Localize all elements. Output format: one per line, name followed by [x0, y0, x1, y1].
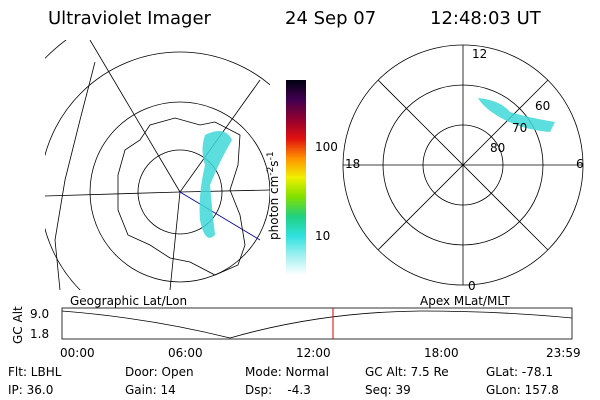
x-tick-label: 23:59 [546, 346, 581, 360]
timeline-box [61, 307, 573, 340]
label-part: -2 [266, 167, 276, 176]
info-field: Seq: 39 [365, 383, 411, 397]
info-field: Flt: LBHL [8, 365, 62, 379]
y-tick-label: 9.0 [30, 307, 49, 321]
label-part: s [267, 160, 281, 166]
y-tick-label: 1.8 [30, 327, 49, 341]
info-field: GLat: -78.1 [486, 365, 553, 379]
left-title: Geographic Lat/Lon [70, 294, 187, 308]
instrument: Ultraviolet Imager [48, 8, 212, 29]
colorbar-label: photon cm-2s-1 [266, 151, 281, 240]
mlt-label: 12 [472, 47, 487, 61]
geo-map [45, 40, 270, 290]
x-tick-label: 18:00 [424, 346, 459, 360]
label-part: photon cm [267, 176, 281, 240]
mlt-label: 0 [468, 279, 476, 293]
info-field: GC Alt: 7.5 Re [365, 365, 449, 379]
mlat-label: 80 [490, 141, 505, 155]
info-field: Gain: 14 [125, 383, 176, 397]
mlat-label: 60 [535, 99, 550, 113]
x-tick-label: 06:00 [168, 346, 203, 360]
info-field: Dsp: -4.3 [245, 383, 311, 397]
info-field: GLon: 157.8 [486, 383, 559, 397]
colorbar [286, 80, 306, 275]
time: 12:48:03 UT [430, 8, 542, 29]
altitude-curve [61, 310, 573, 339]
info-field: Mode: Normal [245, 365, 329, 379]
x-tick-label: 12:00 [296, 346, 331, 360]
info-field: IP: 36.0 [8, 383, 53, 397]
mlat-label: 70 [512, 121, 527, 135]
right-title: Apex MLat/MLT [420, 294, 510, 308]
info-field: Door: Open [125, 365, 194, 379]
label-part: -1 [266, 151, 276, 160]
polar-plot [342, 44, 584, 286]
axis-label: GC Alt [11, 306, 25, 344]
colorbar-tick: 10 [315, 229, 330, 243]
colorbar-tick: 100 [315, 140, 338, 154]
date: 24 Sep 07 [285, 8, 376, 29]
mlt-label: 18 [345, 157, 360, 171]
mlt-label: 6 [576, 157, 584, 171]
x-tick-label: 00:00 [60, 346, 95, 360]
